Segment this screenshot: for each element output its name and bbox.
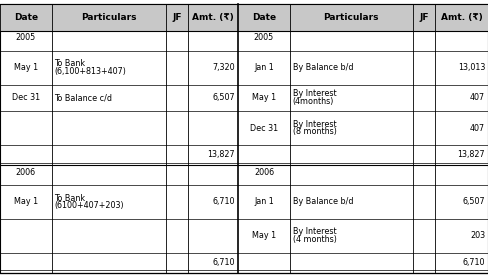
Text: Particulars: Particulars <box>81 13 137 22</box>
Text: 6,507: 6,507 <box>463 198 485 206</box>
Text: 6,710: 6,710 <box>213 258 235 267</box>
Text: 13,827: 13,827 <box>457 150 485 160</box>
Text: 203: 203 <box>470 231 485 240</box>
Text: 7,320: 7,320 <box>213 63 235 72</box>
Text: Dec 31: Dec 31 <box>250 124 278 132</box>
Text: Amt. (₹): Amt. (₹) <box>192 13 234 22</box>
Text: (8 months): (8 months) <box>293 127 337 136</box>
Text: 2006: 2006 <box>16 168 36 176</box>
Text: JF: JF <box>172 13 182 22</box>
Text: May 1: May 1 <box>252 93 276 102</box>
Text: To Balance c/d: To Balance c/d <box>55 93 113 102</box>
Text: 407: 407 <box>470 93 485 102</box>
Text: By Balance b/d: By Balance b/d <box>293 63 353 72</box>
Text: JF: JF <box>419 13 429 22</box>
Text: (6,100+813+407): (6,100+813+407) <box>55 67 126 76</box>
Text: May 1: May 1 <box>14 63 38 72</box>
Text: (4months): (4months) <box>293 97 334 106</box>
Text: 407: 407 <box>470 124 485 132</box>
Text: By Interest: By Interest <box>293 120 336 129</box>
Text: To Bank: To Bank <box>55 194 86 202</box>
Text: Jan 1: Jan 1 <box>254 198 274 206</box>
Text: Date: Date <box>14 13 38 22</box>
Text: Date: Date <box>252 13 276 22</box>
Text: Dec 31: Dec 31 <box>12 93 40 102</box>
Text: Amt. (₹): Amt. (₹) <box>441 13 483 22</box>
Text: 6,710: 6,710 <box>213 198 235 206</box>
Text: 2006: 2006 <box>254 168 274 176</box>
Text: 2005: 2005 <box>16 33 36 42</box>
Text: Jan 1: Jan 1 <box>254 63 274 72</box>
Bar <box>0 4 488 31</box>
Text: (4 months): (4 months) <box>293 235 337 244</box>
Text: By Interest: By Interest <box>293 89 336 98</box>
Text: (6100+407+203): (6100+407+203) <box>55 201 124 210</box>
Text: Particulars: Particulars <box>324 13 379 22</box>
Text: May 1: May 1 <box>14 198 38 206</box>
Text: 13,827: 13,827 <box>207 150 235 160</box>
Text: By Interest: By Interest <box>293 227 336 237</box>
Text: 2005: 2005 <box>254 33 274 42</box>
Text: May 1: May 1 <box>252 231 276 240</box>
Text: By Balance b/d: By Balance b/d <box>293 198 353 206</box>
Text: 13,013: 13,013 <box>458 63 485 72</box>
Text: To Bank: To Bank <box>55 59 86 68</box>
Text: 6,710: 6,710 <box>463 258 485 267</box>
Text: 6,507: 6,507 <box>213 93 235 102</box>
